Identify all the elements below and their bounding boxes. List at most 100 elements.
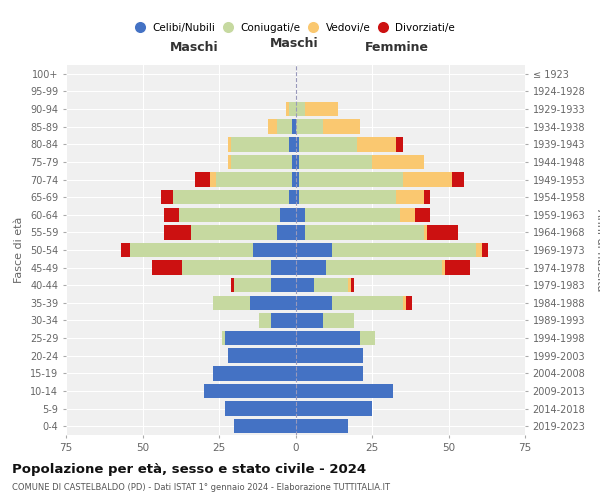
Bar [213,366,296,380]
Bar [271,314,296,328]
Bar [326,260,442,275]
Bar [372,154,424,169]
Bar [424,190,430,204]
Bar [164,208,179,222]
Bar [415,208,430,222]
Bar [299,190,397,204]
Bar [296,296,332,310]
Y-axis label: Fasce di età: Fasce di età [14,217,25,283]
Bar [323,314,353,328]
Bar [296,102,305,117]
Bar [442,260,445,275]
Text: Popolazione per età, sesso e stato civile - 2024: Popolazione per età, sesso e stato civil… [12,462,366,475]
Bar [299,172,403,186]
Bar [305,102,338,117]
Bar [427,225,458,240]
Bar [225,402,296,416]
Bar [350,278,353,292]
Bar [250,296,296,310]
Bar [296,260,326,275]
Bar [228,137,231,152]
Bar [161,190,173,204]
Bar [231,278,235,292]
Bar [305,208,400,222]
Bar [271,278,296,292]
Bar [400,208,415,222]
Bar [296,172,299,186]
Bar [292,120,296,134]
Bar [222,331,225,345]
Bar [210,172,216,186]
Bar [314,278,347,292]
Bar [173,190,289,204]
Bar [296,154,299,169]
Bar [234,278,271,292]
Bar [271,260,296,275]
Bar [397,190,424,204]
Bar [289,102,296,117]
Text: Femmine: Femmine [364,41,428,54]
Bar [296,384,394,398]
Bar [213,296,250,310]
Bar [347,278,350,292]
Bar [268,120,277,134]
Legend: Celibi/Nubili, Coniugati/e, Vedovi/e, Divorziati/e: Celibi/Nubili, Coniugati/e, Vedovi/e, Di… [132,18,459,37]
Bar [182,260,271,275]
Bar [403,296,406,310]
Bar [191,225,277,240]
Bar [299,154,372,169]
Bar [356,137,397,152]
Bar [323,120,360,134]
Bar [296,243,332,257]
Bar [296,419,347,434]
Bar [289,137,296,152]
Bar [289,190,296,204]
Bar [235,419,296,434]
Bar [445,260,470,275]
Bar [296,331,360,345]
Bar [406,296,412,310]
Bar [296,402,372,416]
Bar [476,243,482,257]
Bar [360,331,375,345]
Bar [296,225,305,240]
Bar [216,172,292,186]
Bar [296,366,363,380]
Bar [296,208,305,222]
Bar [296,120,323,134]
Bar [397,137,403,152]
Bar [286,102,289,117]
Bar [299,137,356,152]
Bar [259,314,271,328]
Bar [296,137,299,152]
Text: Maschi: Maschi [269,37,318,50]
Bar [179,208,280,222]
Bar [231,137,289,152]
Text: Maschi: Maschi [170,41,219,54]
Bar [277,120,292,134]
Bar [225,331,296,345]
Bar [228,154,231,169]
Bar [280,208,296,222]
Y-axis label: Anni di nascita: Anni di nascita [595,209,600,291]
Bar [164,225,191,240]
Bar [231,154,292,169]
Bar [130,243,253,257]
Bar [292,154,296,169]
Bar [296,190,299,204]
Bar [296,314,323,328]
Bar [332,243,476,257]
Bar [482,243,488,257]
Bar [403,172,452,186]
Bar [452,172,464,186]
Bar [204,384,296,398]
Bar [424,225,427,240]
Bar [296,278,314,292]
Bar [305,225,424,240]
Bar [277,225,296,240]
Text: COMUNE DI CASTELBALDO (PD) - Dati ISTAT 1° gennaio 2024 - Elaborazione TUTTITALI: COMUNE DI CASTELBALDO (PD) - Dati ISTAT … [12,482,390,492]
Bar [253,243,296,257]
Bar [152,260,182,275]
Bar [296,348,363,363]
Bar [292,172,296,186]
